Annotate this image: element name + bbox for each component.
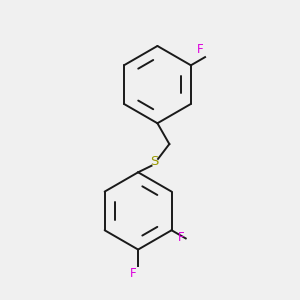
Text: F: F xyxy=(178,231,184,244)
Text: S: S xyxy=(150,155,159,168)
Text: F: F xyxy=(130,267,136,280)
Text: F: F xyxy=(197,43,204,56)
